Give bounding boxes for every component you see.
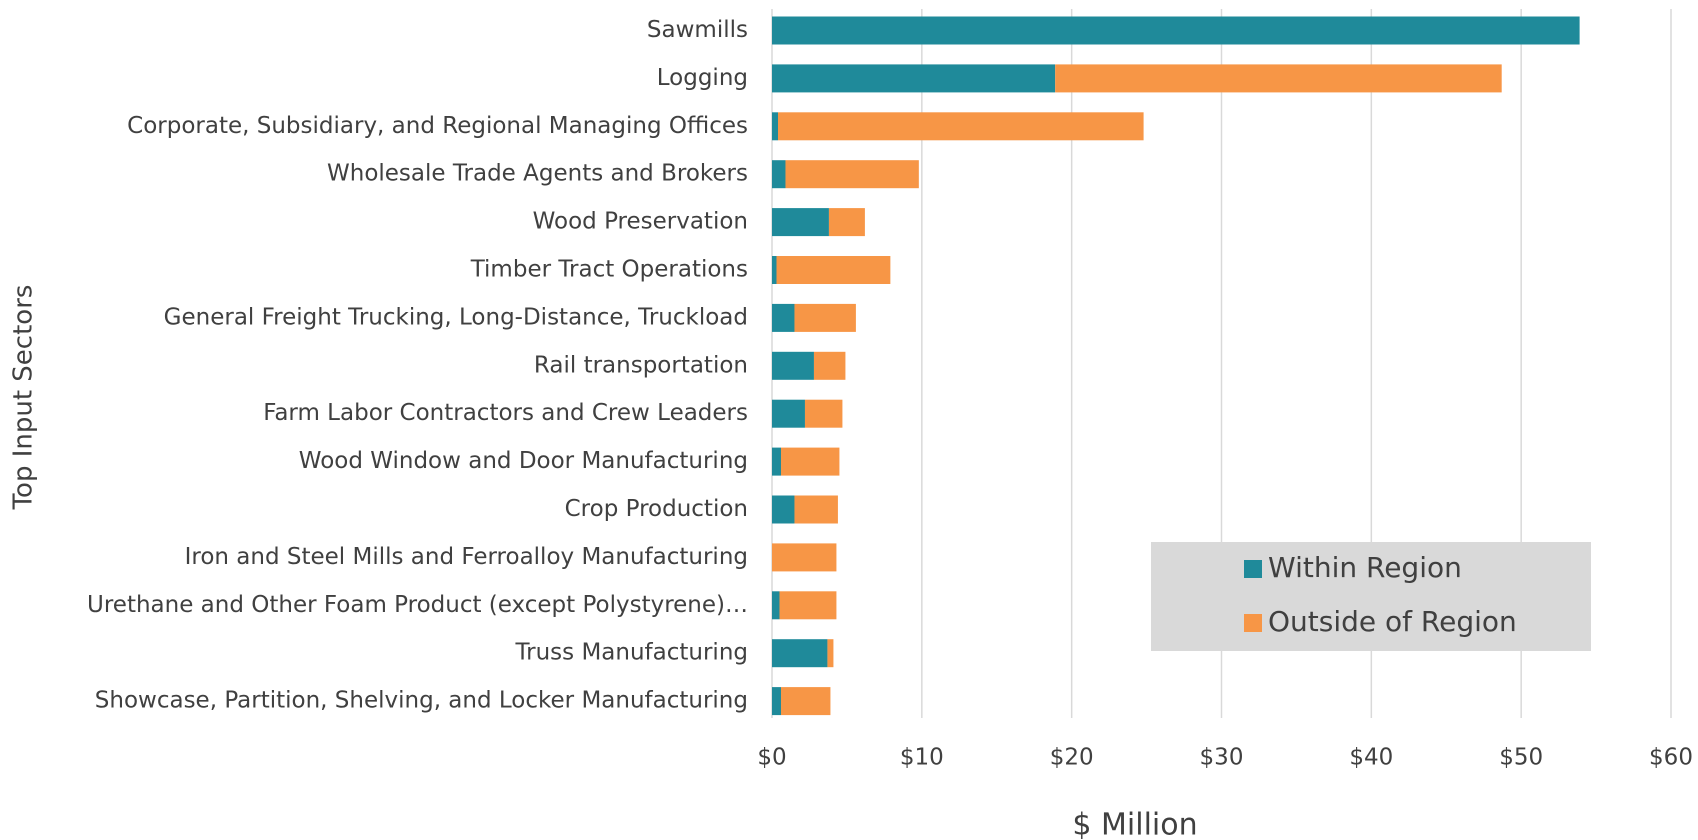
bar-segment xyxy=(772,64,1056,93)
bar-segment xyxy=(772,495,795,524)
y-tick-label: Urethane and Other Foam Product (except … xyxy=(87,592,748,618)
bar-segment xyxy=(772,351,814,380)
bar-segment xyxy=(772,256,777,284)
bar-segment xyxy=(827,639,834,668)
bar-segment xyxy=(804,399,843,428)
legend-box xyxy=(1151,542,1591,651)
y-tick-label: General Freight Trucking, Long-Distance,… xyxy=(164,304,748,330)
bar-segment xyxy=(794,495,838,524)
x-tick-label: $0 xyxy=(757,745,786,771)
x-axis-title: $ Million xyxy=(1072,808,1197,840)
bar-segment xyxy=(772,447,781,476)
bar-segment xyxy=(772,591,780,620)
y-tick-label: Crop Production xyxy=(565,496,748,522)
y-tick-label: Corporate, Subsidiary, and Regional Mana… xyxy=(127,113,748,139)
legend-label: Within Region xyxy=(1268,551,1462,584)
bar-segment xyxy=(772,112,778,141)
y-tick-label: Farm Labor Contractors and Crew Leaders xyxy=(263,400,748,426)
legend-swatch xyxy=(1244,560,1262,578)
x-tick-label: $20 xyxy=(1050,745,1094,771)
x-tick-label: $40 xyxy=(1349,745,1393,771)
bar-segment xyxy=(1055,64,1502,93)
bar-segment xyxy=(794,303,856,332)
x-tick-label: $10 xyxy=(900,745,944,771)
x-tick-label: $30 xyxy=(1200,745,1244,771)
x-tick-label: $50 xyxy=(1499,745,1543,771)
legend-swatch xyxy=(1244,614,1262,632)
bar-segment xyxy=(772,687,781,716)
bar-segment xyxy=(813,351,846,380)
bar-segment xyxy=(828,208,865,237)
bar-segment xyxy=(785,160,919,189)
y-tick-label: Showcase, Partition, Shelving, and Locke… xyxy=(95,688,748,714)
bar-segment xyxy=(776,256,891,284)
bar-segment xyxy=(772,639,828,668)
bar-segment xyxy=(780,687,831,716)
bar-segment xyxy=(772,543,837,572)
y-tick-label: Wholesale Trade Agents and Brokers xyxy=(327,161,748,187)
bar-segment xyxy=(772,208,829,237)
y-tick-label: Wood Preservation xyxy=(533,209,748,235)
bar-segment xyxy=(777,112,1144,141)
y-tick-label: Sawmills xyxy=(647,17,748,43)
y-tick-label: Logging xyxy=(657,65,748,91)
x-tick-label: $60 xyxy=(1649,745,1693,771)
legend-label: Outside of Region xyxy=(1268,605,1517,638)
bar-segment xyxy=(772,16,1580,45)
bar-segment xyxy=(780,447,840,476)
legend: Within Region Outside of Region xyxy=(1151,542,1591,651)
y-tick-label: Timber Tract Operations xyxy=(470,257,748,283)
bar-segment xyxy=(772,399,805,428)
y-tick-label: Wood Window and Door Manufacturing xyxy=(299,448,748,474)
y-tick-label: Truss Manufacturing xyxy=(514,640,748,666)
y-tick-label: Iron and Steel Mills and Ferroalloy Manu… xyxy=(185,544,748,570)
y-axis-title: Top Input Sectors xyxy=(9,285,39,511)
bar-segment xyxy=(772,160,786,189)
bar-segment xyxy=(772,303,795,332)
bar-segment xyxy=(779,591,837,620)
y-tick-label: Rail transportation xyxy=(534,352,748,378)
